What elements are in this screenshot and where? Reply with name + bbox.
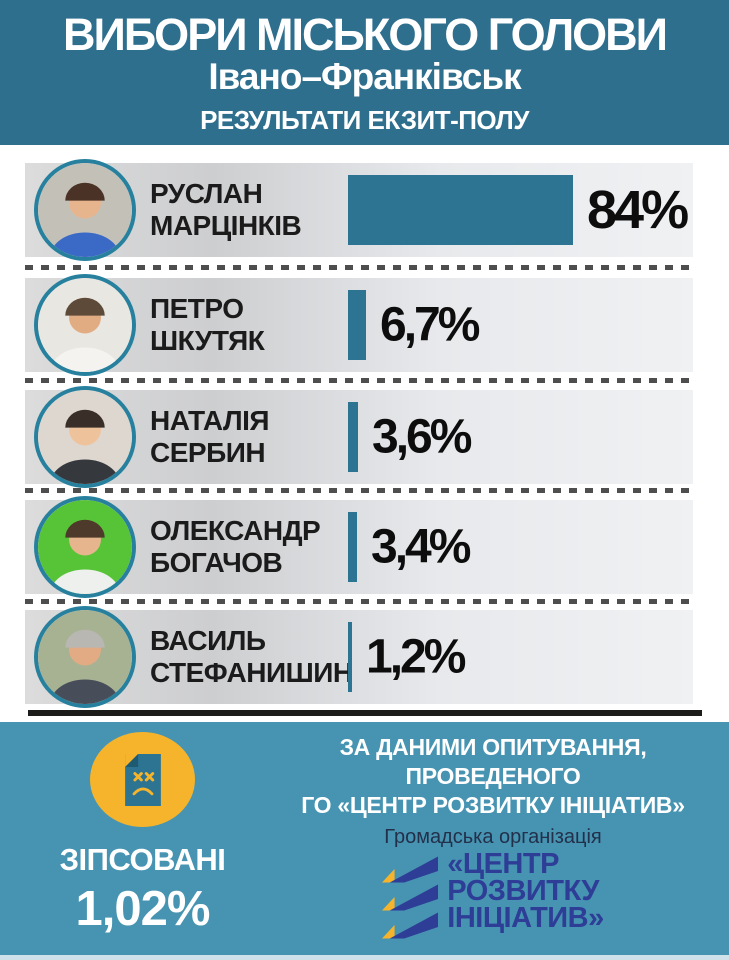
candidate-row: РУСЛАН МАРЦІНКІВ 84% (25, 159, 693, 261)
header: ВИБОРИ МІСЬКОГО ГОЛОВИ Івано–Франківськ … (0, 0, 729, 145)
candidate-photo (34, 386, 136, 488)
candidate-name: РУСЛАН МАРЦІНКІВ (150, 178, 302, 242)
candidate-name: ПЕТРО ШКУТЯК (150, 293, 265, 357)
candidate-first-name: ОЛЕКСАНДР (150, 515, 321, 546)
page-title: ВИБОРИ МІСЬКОГО ГОЛОВИ (63, 9, 668, 60)
org-name: «ЦЕНТР РОЗВИТКУ ІНІЦІАТИВ» (447, 848, 604, 934)
result-percent: 84% (587, 180, 689, 240)
source-text-line: ГО «ЦЕНТР РОЗВИТКУ ІНІЦІАТИВ» (301, 792, 685, 818)
result-percent: 6,7% (380, 298, 480, 352)
result-percent: 3,4% (371, 520, 471, 574)
dotted-separator (25, 599, 693, 604)
org-name-line: ІНІЦІАТИВ» (447, 902, 604, 934)
candidate-first-name: НАТАЛІЯ (150, 405, 270, 436)
candidate-name: ВАСИЛЬ СТЕФАНИШИН (150, 625, 353, 689)
org-type-label: Громадська організація (384, 826, 602, 848)
candidate-photo (34, 274, 136, 376)
bottom-edge-strip (0, 955, 729, 960)
result-bar (348, 512, 357, 582)
org-name-line: «ЦЕНТР (447, 848, 559, 880)
footer-divider (28, 710, 702, 716)
candidate-row: НАТАЛІЯ СЕРБИН 3,6% (25, 386, 693, 488)
city-subtitle: Івано–Франківськ (208, 56, 521, 97)
candidate-row: ВАСИЛЬ СТЕФАНИШИН 1,2% (25, 606, 693, 708)
person-avatar-icon (38, 610, 132, 704)
result-bar (348, 290, 366, 360)
candidate-last-name: МАРЦІНКІВ (150, 210, 302, 241)
candidate-last-name: СЕРБИН (150, 437, 266, 468)
candidate-row: ОЛЕКСАНДР БОГАЧОВ 3,4% (25, 496, 693, 598)
candidate-first-name: РУСЛАН (150, 178, 263, 209)
source-text: ЗА ДАНИМИ ОПИТУВАННЯ, ПРОВЕДЕНОГО ГО «ЦЕНТ… (278, 733, 708, 820)
candidate-name: ОЛЕКСАНДР БОГАЧОВ (150, 515, 321, 579)
spoiled-label: ЗІПСОВАНІ (59, 842, 226, 877)
spoiled-ballots-block: ЗІПСОВАНІ 1,02% (30, 732, 255, 937)
spoiled-value: 1,02% (75, 882, 211, 936)
org-logo: «ЦЕНТР РОЗВИТКУ ІНІЦІАТИВ» (278, 848, 708, 941)
result-bar (348, 402, 358, 472)
spoiled-ballot-icon (90, 732, 195, 827)
source-block: ЗА ДАНИМИ ОПИТУВАННЯ, ПРОВЕДЕНОГО ГО «ЦЕНТ… (278, 733, 708, 941)
candidate-first-name: ВАСИЛЬ (150, 625, 266, 656)
org-name-line: РОЗВИТКУ (447, 875, 599, 907)
org-logo-mark-icon (382, 856, 439, 939)
candidate-last-name: БОГАЧОВ (150, 547, 283, 578)
result-bar (348, 175, 573, 245)
candidate-first-name: ПЕТРО (150, 293, 244, 324)
dotted-separator (25, 488, 693, 493)
result-percent: 3,6% (372, 410, 472, 464)
sad-ballot-icon (124, 753, 161, 806)
person-avatar-icon (38, 163, 132, 257)
candidate-photo (34, 496, 136, 598)
source-text-line: ЗА ДАНИМИ ОПИТУВАННЯ, (339, 734, 647, 760)
person-avatar-icon (38, 278, 132, 372)
candidate-row: ПЕТРО ШКУТЯК 6,7% (25, 274, 693, 376)
candidate-photo (34, 159, 136, 261)
result-percent: 1,2% (366, 630, 466, 684)
source-text-line: ПРОВЕДЕНОГО (405, 763, 581, 789)
candidate-last-name: СТЕФАНИШИН (150, 657, 353, 688)
candidate-name: НАТАЛІЯ СЕРБИН (150, 405, 270, 469)
person-avatar-icon (38, 500, 132, 594)
result-bar (348, 622, 352, 692)
person-avatar-icon (38, 390, 132, 484)
results-banner: РЕЗУЛЬТАТИ ЕКЗИТ-ПОЛУ (200, 105, 529, 135)
dotted-separator (25, 265, 693, 270)
footer: ЗІПСОВАНІ 1,02% ЗА ДАНИМИ ОПИТУВАННЯ, ПРО… (0, 722, 729, 960)
candidate-last-name: ШКУТЯК (150, 325, 265, 356)
candidate-photo (34, 606, 136, 708)
dotted-separator (25, 378, 693, 383)
